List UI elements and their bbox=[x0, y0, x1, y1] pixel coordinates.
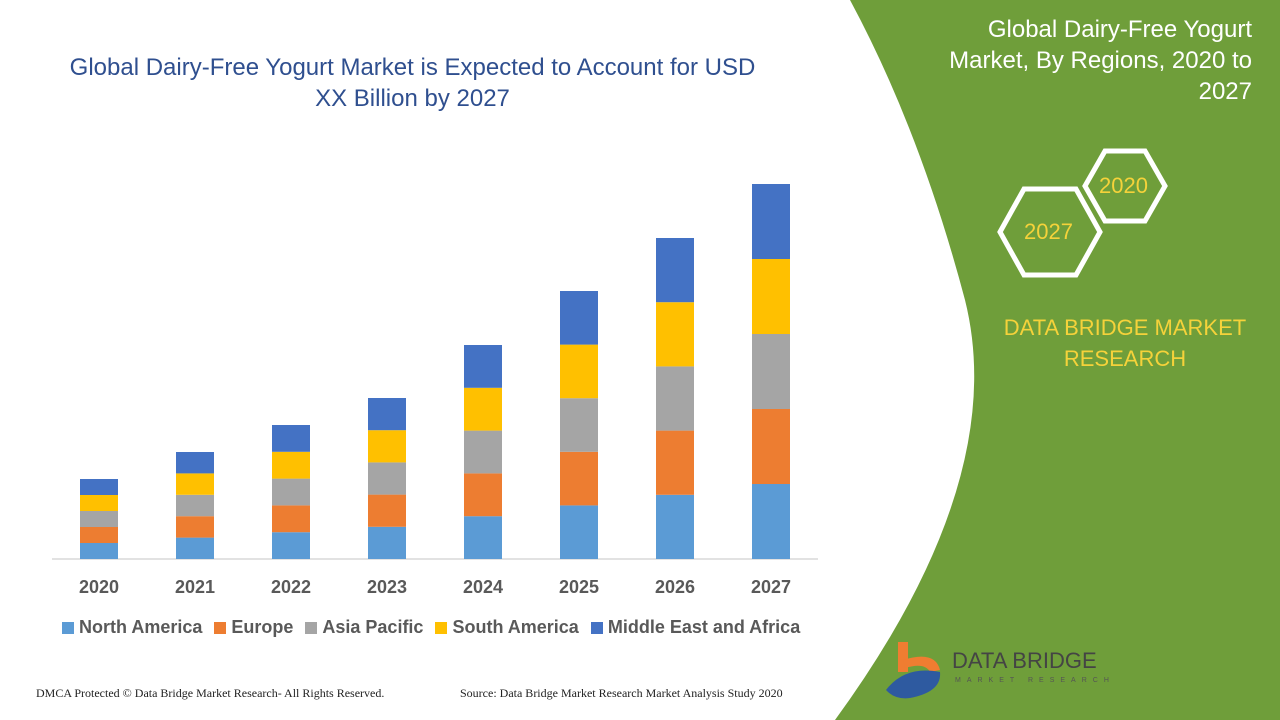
footer-copyright: DMCA Protected © Data Bridge Market Rese… bbox=[36, 686, 385, 700]
x-tick-label: 2027 bbox=[751, 577, 791, 597]
bar-2026-europe bbox=[656, 430, 694, 495]
bar-2027-asia-pacific bbox=[752, 334, 790, 409]
logo-icon bbox=[886, 642, 941, 699]
hexagon-2027 bbox=[997, 186, 1103, 278]
bar-2025-south-america bbox=[560, 344, 598, 399]
bar-2022-asia-pacific bbox=[272, 478, 310, 506]
legend-swatch bbox=[590, 621, 603, 634]
stacked-bar-chart: 2020 2021 2022 2023 2024 2025 2026 2027 bbox=[52, 184, 818, 597]
bar-2024-middle-east-and-africa bbox=[464, 345, 502, 388]
legend-label: Middle East and Africa bbox=[607, 617, 801, 637]
legend-item: Asia Pacific bbox=[305, 617, 423, 638]
bar-2021-north-america bbox=[176, 537, 214, 559]
hex-label-2027: 2027 bbox=[1024, 219, 1073, 244]
bar-2023-europe bbox=[368, 494, 406, 527]
legend-label: South America bbox=[452, 617, 579, 637]
bar-2021-europe bbox=[176, 516, 214, 538]
x-tick-label: 2022 bbox=[271, 577, 311, 597]
logo-name: DATA BRIDGE bbox=[952, 648, 1097, 673]
x-tick-label: 2020 bbox=[79, 577, 119, 597]
bar-2027-europe bbox=[752, 409, 790, 484]
bar-2023-asia-pacific bbox=[368, 462, 406, 495]
legend-item: Middle East and Africa bbox=[590, 617, 801, 638]
legend-swatch bbox=[62, 621, 74, 634]
bar-2022-europe bbox=[272, 505, 310, 533]
side-title: Global Dairy-Free Yogurt Market, By Regi… bbox=[949, 16, 1252, 105]
legend-label: Europe bbox=[231, 617, 294, 637]
bar-2027-south-america bbox=[752, 259, 790, 334]
hexagon-2020 bbox=[1082, 148, 1168, 224]
bar-2021-south-america bbox=[176, 473, 214, 495]
legend-swatch bbox=[305, 621, 318, 634]
bar-2020-asia-pacific bbox=[80, 511, 118, 527]
bar-2022-middle-east-and-africa bbox=[272, 425, 310, 452]
bar-2024-asia-pacific bbox=[464, 430, 502, 474]
bar-2020-north-america bbox=[80, 543, 118, 559]
footer-source: Source: Data Bridge Market Research Mark… bbox=[460, 686, 783, 700]
x-tick-label: 2025 bbox=[559, 577, 599, 597]
x-tick-label: 2023 bbox=[367, 577, 407, 597]
legend: North America Europe Asia Pacific South Ame… bbox=[62, 617, 800, 638]
legend-label: Asia Pacific bbox=[322, 617, 424, 637]
legend-label: North America bbox=[79, 617, 203, 637]
legend-item: Europe bbox=[214, 617, 293, 638]
bar-2026-south-america bbox=[656, 302, 694, 367]
hex-label-2020: 2020 bbox=[1099, 173, 1148, 198]
bar-2024-south-america bbox=[464, 387, 502, 431]
legend-swatch bbox=[435, 621, 448, 634]
legend-item: North America bbox=[62, 617, 202, 638]
chart-title: Global Dairy-Free Yogurt Market is Expec… bbox=[69, 54, 756, 112]
bar-2020-europe bbox=[80, 527, 118, 543]
bar-2023-middle-east-and-africa bbox=[368, 398, 406, 431]
bar-2027-middle-east-and-africa bbox=[752, 184, 790, 259]
x-tick-label: 2024 bbox=[463, 577, 503, 597]
bar-2023-north-america bbox=[368, 526, 406, 559]
bar-2025-asia-pacific bbox=[560, 398, 598, 452]
bar-2022-north-america bbox=[272, 532, 310, 559]
logo-sub: MARKET RESEARCH bbox=[955, 677, 1115, 684]
x-tick-label: 2026 bbox=[655, 577, 695, 597]
bar-2025-north-america bbox=[560, 505, 598, 559]
bar-2022-south-america bbox=[272, 451, 310, 479]
bar-2026-asia-pacific bbox=[656, 366, 694, 431]
bar-2025-europe bbox=[560, 451, 598, 506]
bar-2021-asia-pacific bbox=[176, 494, 214, 517]
bar-2020-south-america bbox=[80, 495, 118, 511]
brand-text: DATA BRIDGE MARKET RESEARCH bbox=[1003, 315, 1247, 371]
bar-2021-middle-east-and-africa bbox=[176, 452, 214, 474]
bar-2024-europe bbox=[464, 473, 502, 517]
bar-2026-north-america bbox=[656, 494, 694, 559]
legend-item: South America bbox=[435, 617, 579, 638]
bar-2027-north-america bbox=[752, 484, 790, 559]
bar-2023-south-america bbox=[368, 430, 406, 463]
bar-2024-north-america bbox=[464, 516, 502, 559]
legend-swatch bbox=[214, 621, 227, 634]
x-tick-label: 2021 bbox=[175, 577, 215, 597]
bar-2020-middle-east-and-africa bbox=[80, 479, 118, 495]
bar-2026-middle-east-and-africa bbox=[656, 238, 694, 303]
bar-2025-middle-east-and-africa bbox=[560, 291, 598, 345]
